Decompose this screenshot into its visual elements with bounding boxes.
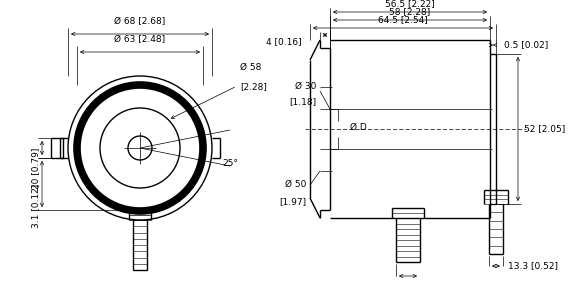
Text: 3.1 [0.12]: 3.1 [0.12]	[31, 184, 40, 228]
Text: Ø 68 [2.68]: Ø 68 [2.68]	[114, 17, 166, 26]
Text: Ø 30: Ø 30	[295, 82, 316, 91]
Text: Ø 50: Ø 50	[284, 180, 306, 189]
Text: [2.28]: [2.28]	[240, 82, 267, 91]
Text: 56.5 [2.22]: 56.5 [2.22]	[385, 0, 435, 8]
Text: 13.3 [0.52]: 13.3 [0.52]	[508, 262, 558, 270]
Text: Ø 58: Ø 58	[240, 63, 261, 72]
Text: 0.5 [0.02]: 0.5 [0.02]	[504, 41, 549, 49]
Text: [1.97]: [1.97]	[279, 197, 306, 206]
Text: 52 [2.05]: 52 [2.05]	[524, 124, 565, 133]
Text: 58 [2.28]: 58 [2.28]	[389, 7, 431, 16]
Text: 4 [0.16]: 4 [0.16]	[266, 37, 302, 47]
Text: 25°: 25°	[222, 158, 238, 168]
Text: Ø 63 [2.48]: Ø 63 [2.48]	[114, 35, 166, 44]
Text: 20 [0.79]: 20 [0.79]	[31, 148, 40, 189]
Text: 64.5 [2.54]: 64.5 [2.54]	[378, 15, 428, 24]
Text: [1.18]: [1.18]	[289, 97, 316, 106]
Text: Ø D: Ø D	[350, 123, 367, 132]
